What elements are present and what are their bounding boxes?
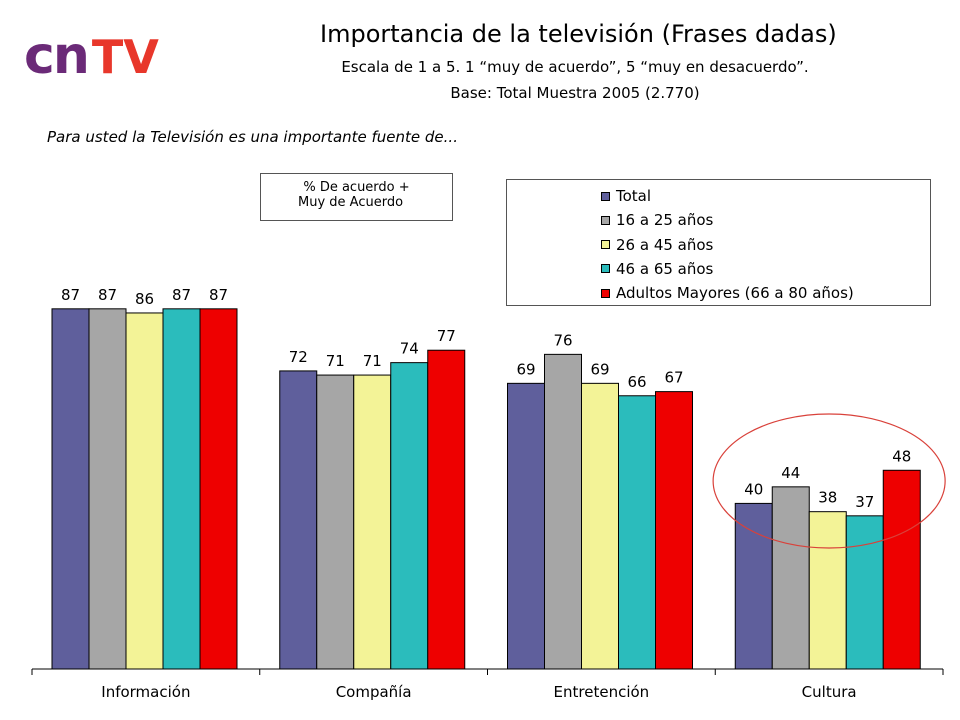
data-label: 71 xyxy=(363,352,382,370)
legend-item: Total xyxy=(601,184,651,208)
data-label: 69 xyxy=(516,360,535,378)
data-label: 67 xyxy=(664,369,683,387)
note-line-1: % De acuerdo + xyxy=(303,180,410,195)
bar xyxy=(316,374,355,670)
cntv-logo: cnTV xyxy=(24,30,159,82)
data-label: 87 xyxy=(98,286,117,304)
x-tick-label: Compañía xyxy=(336,683,412,701)
bar xyxy=(882,469,921,670)
x-tick-label: Entretención xyxy=(554,683,650,701)
bar xyxy=(655,391,693,670)
bar xyxy=(845,515,884,670)
bar xyxy=(125,312,164,670)
bar xyxy=(162,308,201,670)
legend-item: 16 a 25 años xyxy=(601,208,713,232)
bar xyxy=(618,395,656,670)
data-label: 69 xyxy=(590,360,609,378)
data-label: 37 xyxy=(855,493,874,511)
legend-label: Total xyxy=(616,187,652,205)
legend-item: 26 a 45 años xyxy=(601,233,713,257)
note-line-2: Muy de Acuerdo xyxy=(298,195,404,210)
bar xyxy=(544,353,582,670)
bar xyxy=(390,362,429,670)
highlight-ellipse xyxy=(712,413,946,549)
legend-swatch xyxy=(601,264,610,274)
bar xyxy=(427,349,466,670)
note-box: % De acuerdo + Muy de Acuerdo xyxy=(260,173,453,221)
sample-base: Base: Total Muestra 2005 (2.770) xyxy=(450,84,700,102)
data-label: 76 xyxy=(553,331,572,349)
bar xyxy=(353,374,392,670)
data-label: 40 xyxy=(744,480,763,498)
legend-label: 46 a 65 años xyxy=(616,259,714,278)
bar xyxy=(507,382,545,670)
data-label: 71 xyxy=(326,352,345,370)
bar xyxy=(199,308,238,670)
bar xyxy=(581,382,619,670)
data-label: 44 xyxy=(781,464,800,482)
legend-swatch xyxy=(601,215,610,225)
data-label: 38 xyxy=(818,489,837,507)
legend-item: 46 a 65 años xyxy=(601,257,713,281)
chart-subtitle: Escala de 1 a 5. 1 “muy de acuerdo”, 5 “… xyxy=(341,58,809,76)
data-label: 74 xyxy=(400,340,419,358)
bar xyxy=(734,502,773,670)
chart-title: Importancia de la televisión (Frases dad… xyxy=(320,20,837,48)
legend: Total 16 a 25 años 26 a 45 años 46 a 65 año… xyxy=(506,179,931,306)
bar xyxy=(51,308,90,670)
bar xyxy=(808,511,847,670)
data-label: 72 xyxy=(289,348,308,366)
x-tick-label: Información xyxy=(101,683,190,701)
logo-cn: cn xyxy=(24,26,90,86)
data-label: 66 xyxy=(627,373,646,391)
legend-label: Adultos Mayores (66 a 80 años) xyxy=(616,284,854,303)
data-label: 87 xyxy=(61,286,80,304)
legend-swatch xyxy=(601,288,610,298)
bar xyxy=(88,308,127,670)
data-label: 87 xyxy=(172,286,191,304)
data-label: 86 xyxy=(135,290,154,308)
data-label: 77 xyxy=(437,327,456,345)
bar xyxy=(279,370,318,670)
data-label: 87 xyxy=(209,286,228,304)
bar xyxy=(771,486,810,670)
logo-tv: TV xyxy=(91,30,159,84)
data-label: 48 xyxy=(892,447,911,465)
x-tick-label: Cultura xyxy=(802,683,857,701)
legend-label: 16 a 25 años xyxy=(616,211,714,230)
legend-item: Adultos Mayores (66 a 80 años) xyxy=(601,281,854,305)
legend-swatch xyxy=(601,240,610,250)
legend-label: 26 a 45 años xyxy=(616,235,714,254)
legend-swatch xyxy=(601,191,610,201)
question-text: Para usted la Televisión es una importan… xyxy=(47,128,458,146)
